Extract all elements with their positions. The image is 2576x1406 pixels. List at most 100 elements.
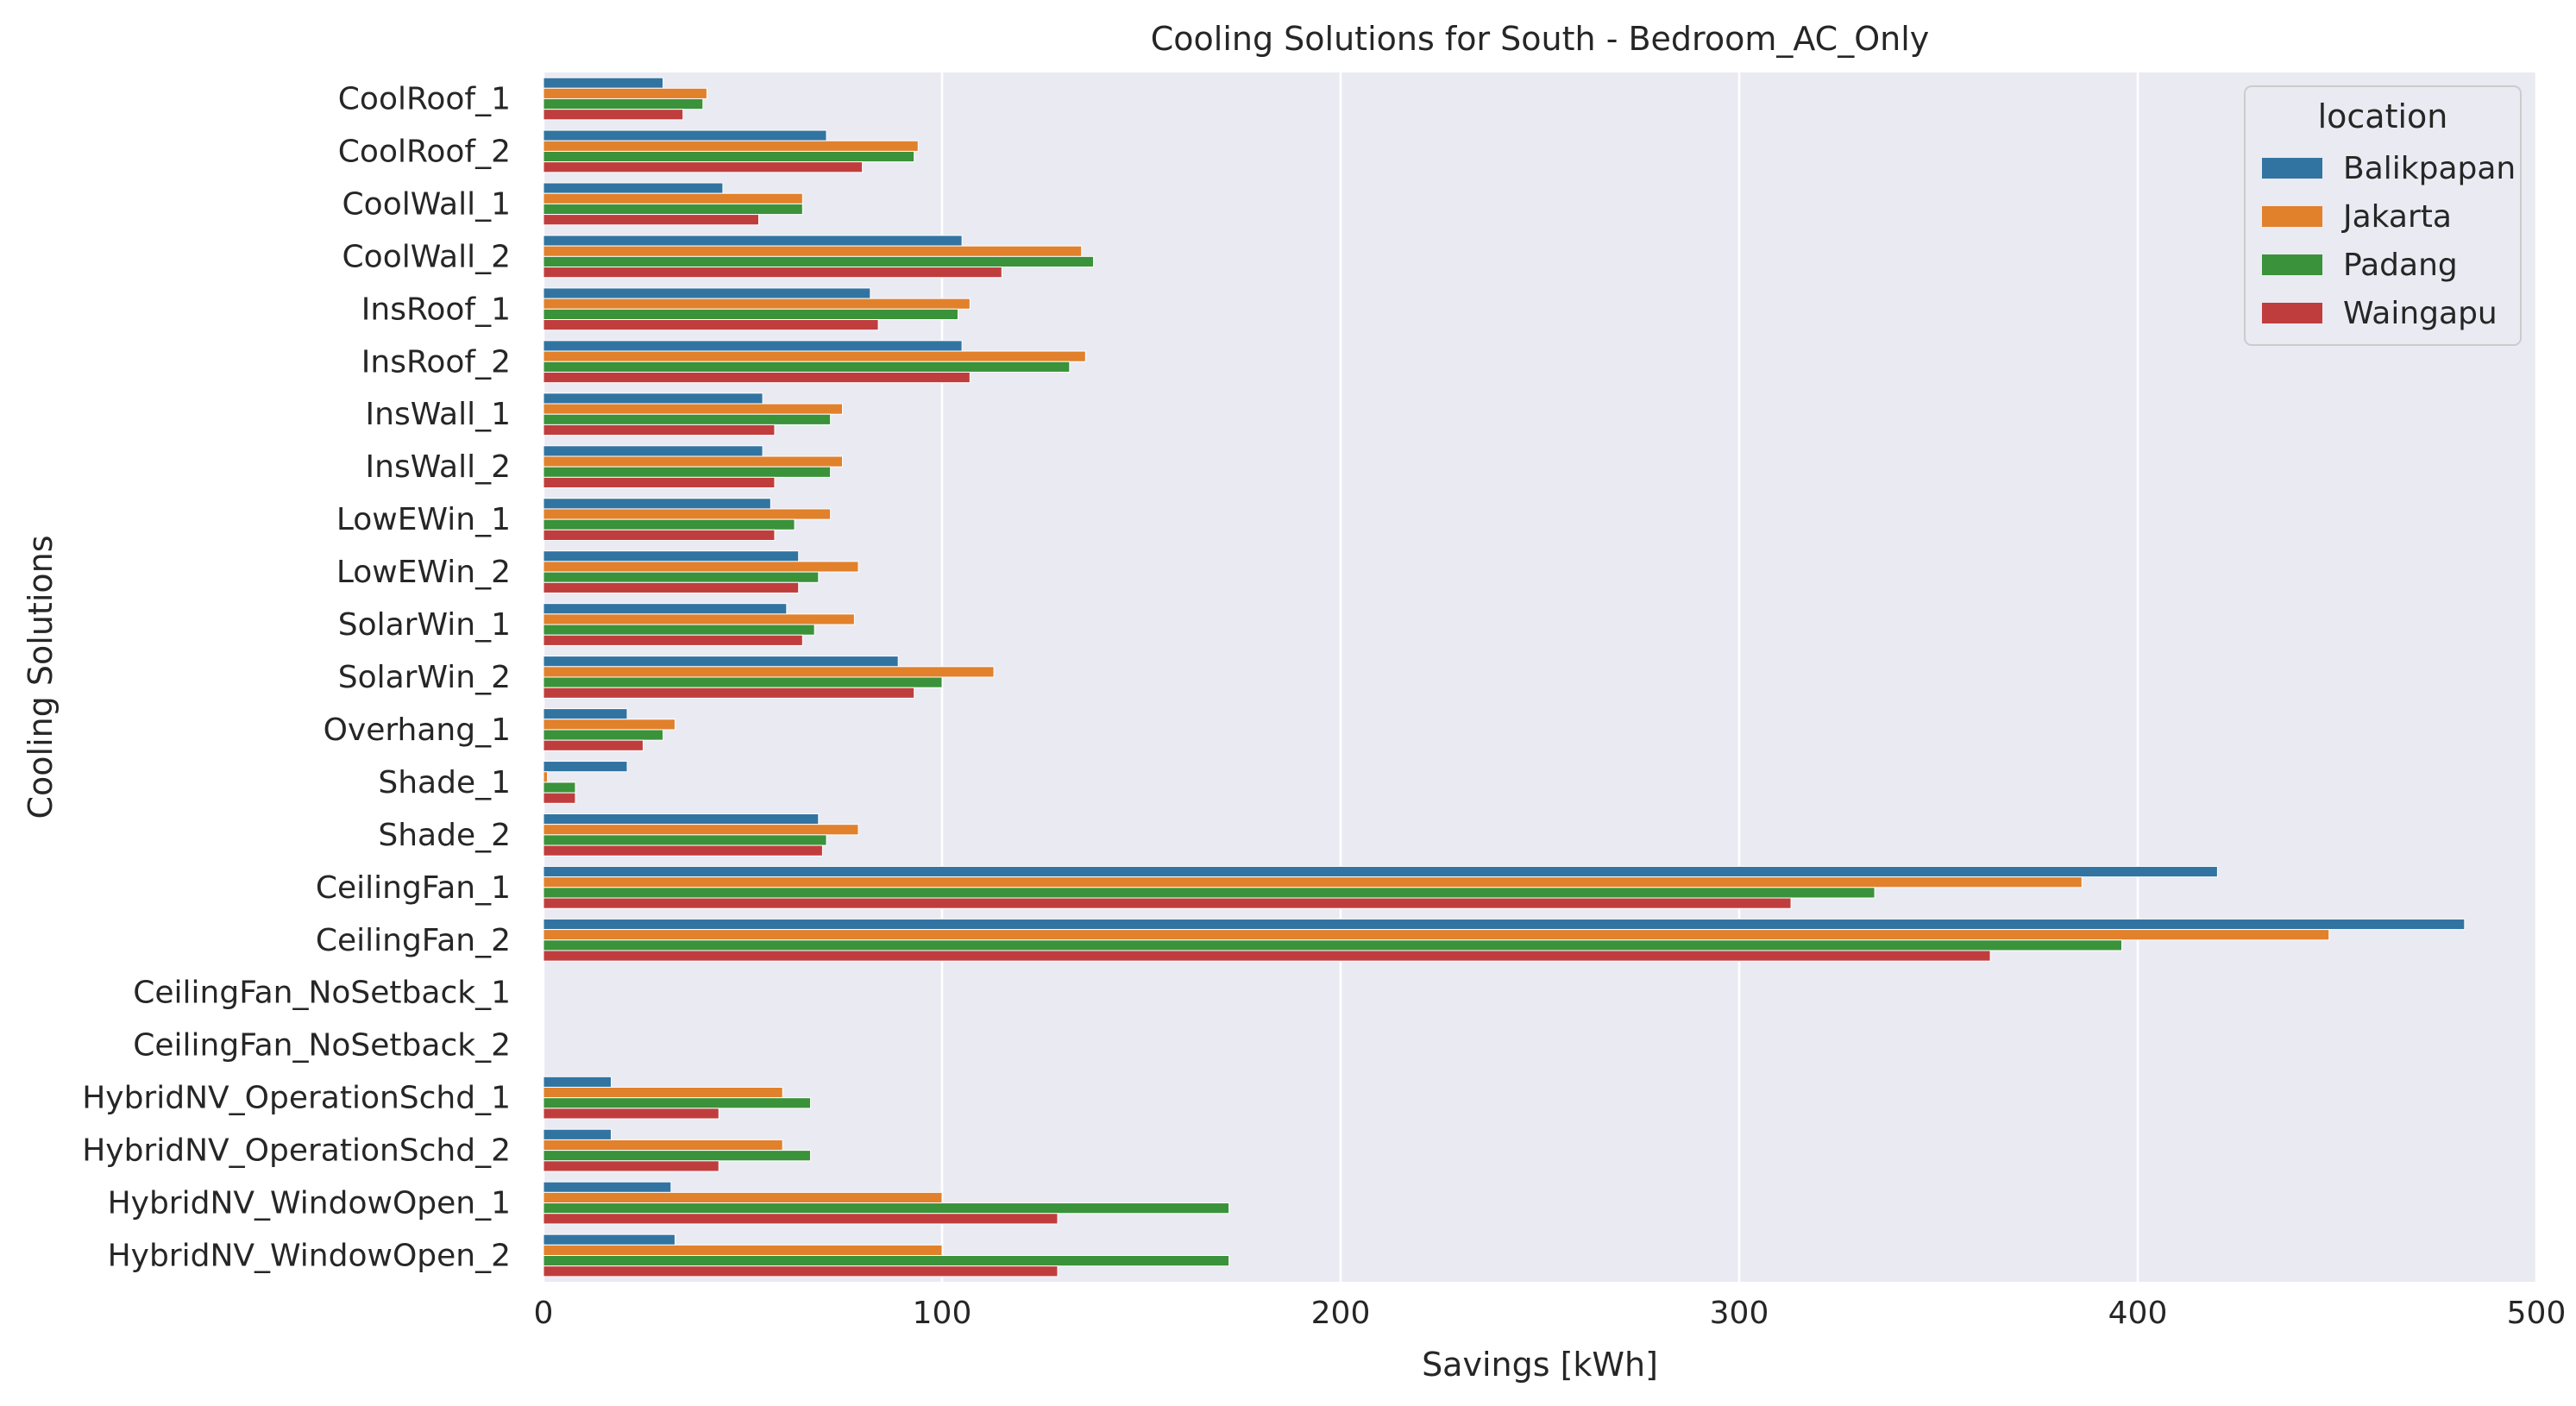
- y-tick-label: LowEWin_1: [336, 502, 511, 537]
- legend-entries: Balikpapan Jakarta Padang Waingapu: [2262, 151, 2516, 331]
- bar-padang-hybridnv-windowopen-2: [543, 1255, 1230, 1267]
- bar-padang-ceilingfan-2: [543, 939, 2123, 951]
- bar-balikpapan-shade-2: [543, 813, 820, 825]
- legend-label-jakarta: Jakarta: [2341, 199, 2452, 235]
- bar-padang-insroof-1: [543, 308, 958, 320]
- bar-padang-shade-2: [543, 834, 827, 846]
- y-tick-label: CeilingFan_NoSetback_1: [133, 976, 511, 1011]
- bar-waingapu-coolroof-2: [543, 161, 864, 173]
- bar-padang-hybridnv-operationschd-2: [543, 1150, 812, 1162]
- x-tick-label: 500: [2507, 1296, 2567, 1331]
- chart-title: Cooling Solutions for South - Bedroom_AC…: [1151, 20, 1930, 58]
- bar-waingapu-solarwin-1: [543, 634, 803, 646]
- bar-waingapu-insroof-1: [543, 318, 879, 331]
- y-tick-label: InsRoof_2: [361, 344, 511, 380]
- bar-waingapu-inswall-2: [543, 476, 776, 489]
- bar-padang-overhang-1: [543, 729, 664, 741]
- legend-label-waingapu: Waingapu: [2343, 296, 2497, 331]
- bar-waingapu-ceilingfan-2: [543, 950, 1991, 962]
- bar-waingapu-ceilingfan-1: [543, 897, 1792, 909]
- bar-jakarta-coolwall-1: [543, 192, 803, 204]
- bar-jakarta-hybridnv-windowopen-1: [543, 1191, 943, 1204]
- y-tick-label: Shade_2: [378, 818, 511, 853]
- legend-label-balikpapan: Balikpapan: [2343, 151, 2516, 186]
- bar-padang-coolroof-1: [543, 97, 704, 110]
- bar-padang-coolroof-2: [543, 150, 915, 163]
- bar-padang-solarwin-1: [543, 624, 815, 636]
- x-tick-label: 400: [2108, 1296, 2168, 1331]
- bar-waingapu-insroof-2: [543, 371, 971, 384]
- legend-label-padang: Padang: [2343, 248, 2458, 283]
- bar-balikpapan-ceilingfan-1: [543, 865, 2218, 878]
- legend: location Balikpapan Jakarta Padang Waingapu: [2244, 85, 2522, 346]
- bar-balikpapan-overhang-1: [543, 708, 628, 720]
- y-tick-label: CoolWall_2: [342, 239, 511, 274]
- bar-padang-insroof-2: [543, 361, 1071, 373]
- bar-balikpapan-hybridnv-windowopen-1: [543, 1181, 672, 1193]
- bar-padang-solarwin-2: [543, 676, 943, 688]
- y-tick-label: HybridNV_WindowOpen_2: [108, 1239, 511, 1274]
- bar-jakarta-shade-2: [543, 824, 859, 836]
- bar-waingapu-hybridnv-operationschd-2: [543, 1160, 719, 1172]
- bar-balikpapan-ceilingfan-2: [543, 918, 2466, 931]
- y-tick-label: CeilingFan_NoSetback_2: [133, 1028, 511, 1064]
- bar-balikpapan-inswall-2: [543, 445, 763, 457]
- bar-balikpapan-coolroof-2: [543, 129, 827, 141]
- bar-jakarta-lowewin-2: [543, 561, 859, 573]
- bar-waingapu-coolwall-2: [543, 267, 1002, 279]
- bar-padang-hybridnv-windowopen-1: [543, 1202, 1230, 1215]
- y-tick-label: InsWall_2: [366, 449, 511, 485]
- bar-balikpapan-lowewin-2: [543, 550, 800, 562]
- y-tick-label: Overhang_1: [324, 712, 511, 748]
- y-tick-label: Shade_1: [378, 765, 511, 800]
- bar-padang-shade-1: [543, 781, 576, 794]
- bar-balikpapan-hybridnv-windowopen-2: [543, 1233, 675, 1246]
- bar-padang-inswall-1: [543, 413, 832, 425]
- bar-jakarta-coolroof-1: [543, 87, 707, 99]
- x-tick-label: 0: [534, 1296, 554, 1331]
- bar-jakarta-overhang-1: [543, 719, 675, 731]
- bar-balikpapan-hybridnv-operationschd-2: [543, 1128, 613, 1140]
- bar-padang-coolwall-1: [543, 203, 803, 216]
- bar-balikpapan-hybridnv-operationschd-1: [543, 1076, 613, 1088]
- bar-jakarta-hybridnv-operationschd-1: [543, 1086, 783, 1099]
- y-tick-label: HybridNV_OperationSchd_2: [82, 1133, 511, 1169]
- legend-swatch-balikpapan: [2262, 158, 2322, 179]
- bar-balikpapan-solarwin-1: [543, 603, 788, 615]
- bar-jakarta-ceilingfan-1: [543, 876, 2083, 888]
- bar-balikpapan-insroof-1: [543, 287, 871, 299]
- bar-waingapu-solarwin-2: [543, 687, 915, 699]
- legend-title: location: [2318, 97, 2448, 135]
- y-tick-label: HybridNV_OperationSchd_1: [82, 1081, 511, 1116]
- y-tick-label: CoolWall_1: [342, 186, 511, 222]
- bar-balikpapan-insroof-2: [543, 340, 963, 352]
- x-tick-label: 200: [1311, 1296, 1371, 1331]
- bar-jakarta-inswall-2: [543, 455, 843, 468]
- y-tick-label: SolarWin_1: [338, 607, 511, 643]
- bar-balikpapan-coolroof-1: [543, 77, 664, 89]
- bar-padang-lowewin-1: [543, 518, 795, 530]
- bar-waingapu-lowewin-2: [543, 581, 800, 593]
- bar-jakarta-ceilingfan-2: [543, 929, 2330, 941]
- x-tick-label: 300: [1710, 1296, 1769, 1331]
- y-tick-label: InsWall_1: [366, 397, 511, 432]
- y-axis-title: Cooling Solutions: [22, 535, 60, 819]
- bar-jakarta-coolwall-2: [543, 245, 1083, 257]
- bar-balikpapan-inswall-1: [543, 392, 763, 405]
- legend-swatch-padang: [2262, 254, 2322, 275]
- bar-balikpapan-shade-1: [543, 761, 628, 773]
- y-tick-labels: CoolRoof_1 CoolRoof_2 CoolWall_1 CoolWall_2…: [82, 81, 511, 1273]
- bar-jakarta-hybridnv-operationschd-2: [543, 1139, 783, 1152]
- bars: [543, 77, 2466, 1277]
- y-tick-label: SolarWin_2: [338, 660, 511, 695]
- bar-padang-ceilingfan-1: [543, 887, 1875, 899]
- y-tick-label: CoolRoof_1: [338, 81, 511, 116]
- bar-jakarta-insroof-1: [543, 298, 971, 310]
- bar-waingapu-shade-1: [543, 792, 576, 804]
- bar-waingapu-hybridnv-windowopen-1: [543, 1213, 1059, 1225]
- bar-padang-inswall-2: [543, 466, 832, 478]
- bar-balikpapan-coolwall-2: [543, 235, 963, 247]
- y-tick-label: HybridNV_WindowOpen_1: [108, 1186, 511, 1221]
- bar-waingapu-inswall-1: [543, 424, 776, 436]
